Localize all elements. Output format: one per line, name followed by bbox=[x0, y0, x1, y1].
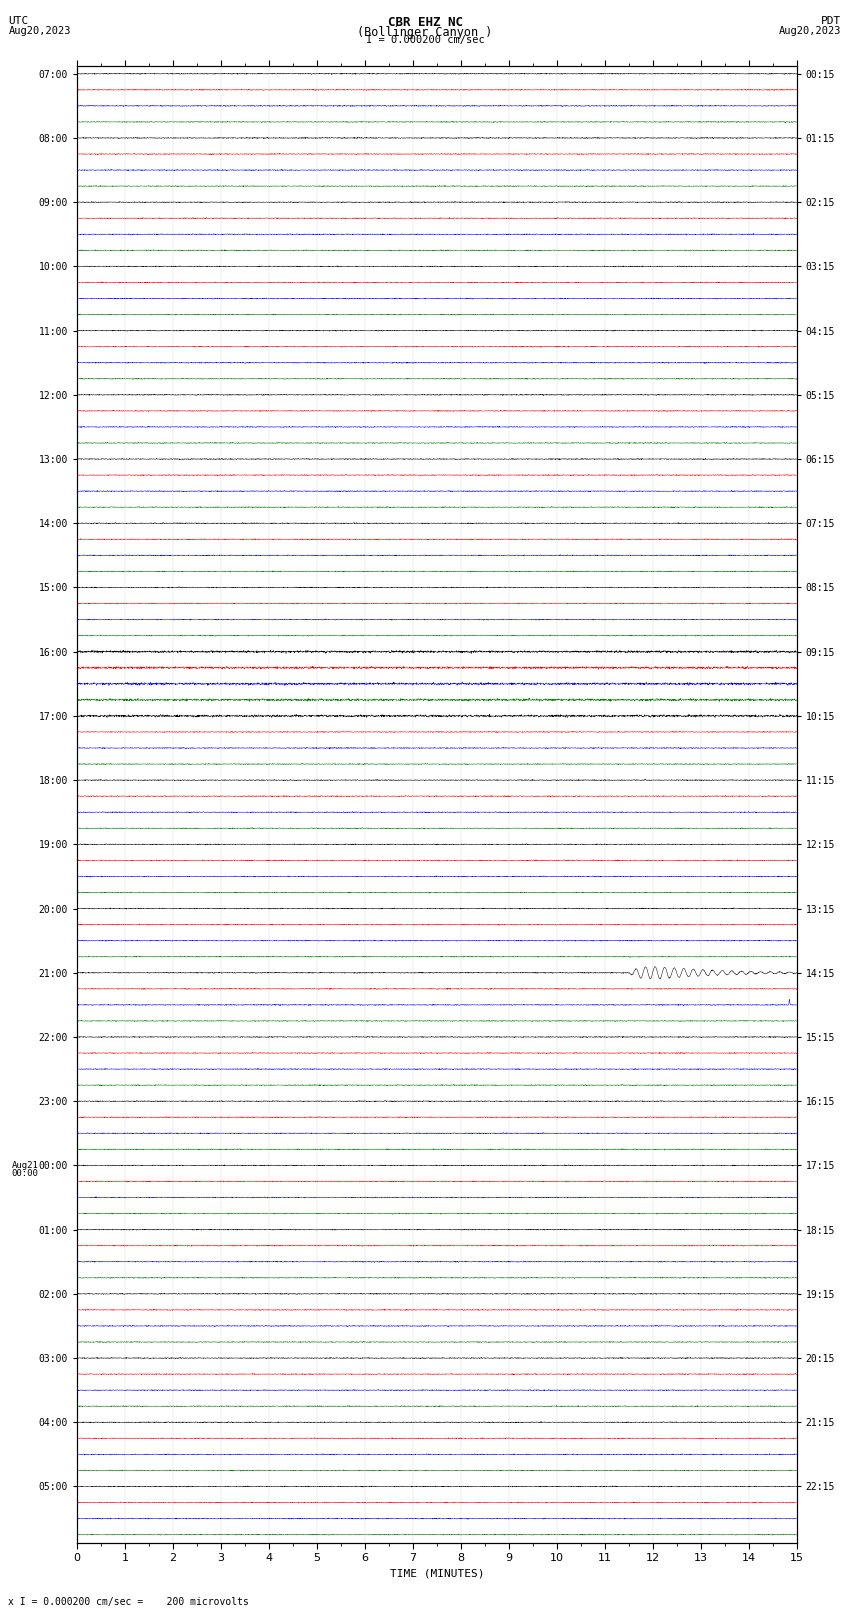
Text: (Bollinger Canyon ): (Bollinger Canyon ) bbox=[357, 26, 493, 39]
Text: x I = 0.000200 cm/sec =    200 microvolts: x I = 0.000200 cm/sec = 200 microvolts bbox=[8, 1597, 249, 1607]
Text: Aug20,2023: Aug20,2023 bbox=[779, 26, 842, 35]
Text: Aug20,2023: Aug20,2023 bbox=[8, 26, 71, 35]
Text: I = 0.000200 cm/sec: I = 0.000200 cm/sec bbox=[366, 35, 484, 45]
Text: PDT: PDT bbox=[821, 16, 842, 26]
Text: CBR EHZ NC: CBR EHZ NC bbox=[388, 16, 462, 29]
Text: Aug21: Aug21 bbox=[12, 1161, 38, 1169]
Text: 00:00: 00:00 bbox=[12, 1169, 38, 1177]
Text: UTC: UTC bbox=[8, 16, 29, 26]
X-axis label: TIME (MINUTES): TIME (MINUTES) bbox=[389, 1569, 484, 1579]
